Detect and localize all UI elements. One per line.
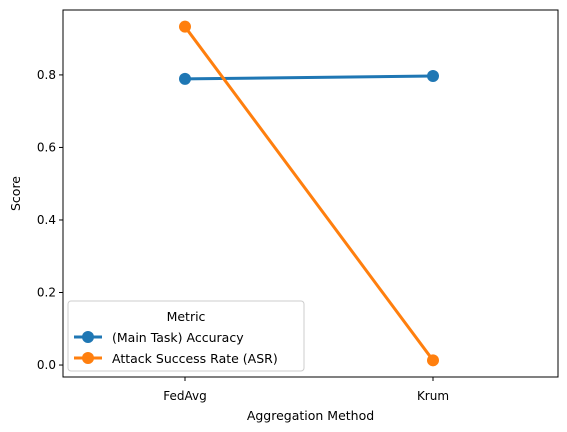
- y-tick-label: 0.6: [37, 140, 56, 154]
- y-tick-label: 0.8: [37, 68, 56, 82]
- data-point-accuracy: [179, 72, 191, 85]
- legend-label-asr: Attack Success Rate (ASR): [112, 351, 278, 366]
- tick-layer: 0.0 0.2 0.4 0.6 0.8 FedAvg Krum: [37, 68, 449, 403]
- legend-marker-asr: [82, 352, 94, 364]
- y-tick-label: 0.4: [37, 213, 56, 227]
- series-layer: [179, 20, 439, 367]
- x-tick-label: Krum: [417, 389, 449, 403]
- legend-box: [67, 300, 305, 372]
- y-axis-label: Score: [8, 176, 23, 211]
- series-line-asr: [183, 25, 435, 362]
- legend: Metric (Main Task) Accuracy Attack Succe…: [67, 300, 305, 372]
- legend-marker-accuracy: [82, 331, 94, 343]
- legend-title: Metric: [167, 309, 206, 324]
- plot-frame: [62, 9, 559, 378]
- y-tick-label: 0.2: [37, 286, 56, 300]
- data-point-accuracy: [427, 70, 439, 83]
- x-axis-label: Aggregation Method: [247, 408, 374, 423]
- legend-label-accuracy: (Main Task) Accuracy: [112, 330, 244, 345]
- y-tick-label: 0.0: [37, 358, 56, 372]
- x-tick-label: FedAvg: [163, 389, 206, 403]
- data-point-asr: [427, 354, 439, 367]
- data-point-asr: [179, 20, 191, 33]
- series-line-accuracy: [183, 74, 435, 81]
